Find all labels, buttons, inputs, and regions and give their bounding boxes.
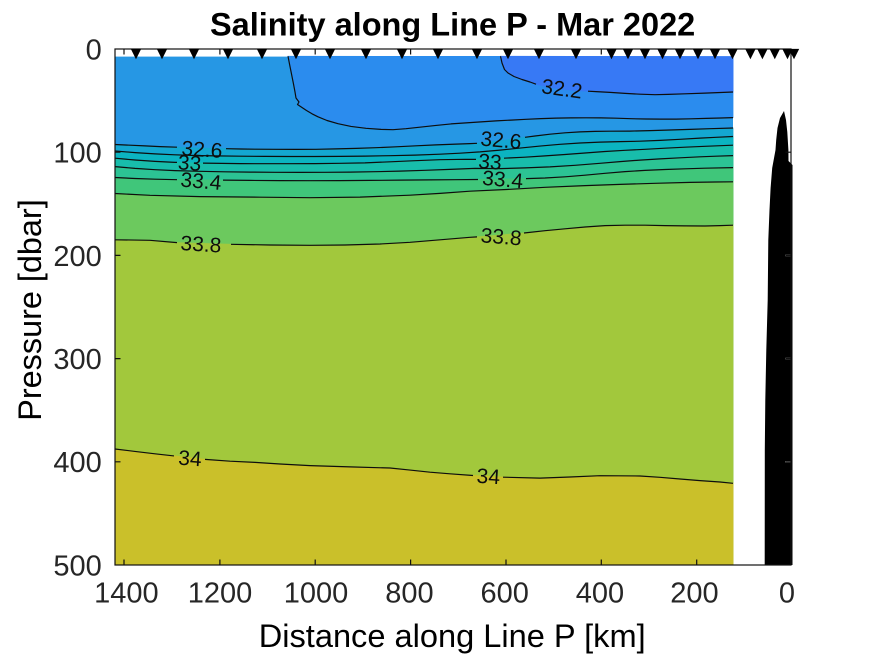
svg-text:33.8: 33.8	[180, 232, 222, 257]
svg-text:32.6: 32.6	[480, 128, 523, 154]
svg-text:0: 0	[86, 34, 102, 66]
svg-text:300: 300	[53, 344, 101, 376]
svg-text:400: 400	[576, 578, 624, 610]
svg-text:32.2: 32.2	[540, 75, 584, 103]
svg-text:200: 200	[53, 241, 101, 273]
svg-text:1000: 1000	[284, 578, 349, 610]
svg-text:Pressure [dbar]: Pressure [dbar]	[12, 199, 48, 420]
svg-text:34: 34	[177, 447, 202, 472]
svg-text:Distance along Line P [km]: Distance along Line P [km]	[259, 617, 646, 654]
svg-text:32.6: 32.6	[181, 137, 223, 163]
svg-text:800: 800	[385, 578, 433, 610]
svg-text:200: 200	[670, 578, 718, 610]
svg-text:1200: 1200	[188, 578, 253, 610]
svg-text:33.4: 33.4	[481, 167, 524, 194]
svg-text:33.4: 33.4	[180, 169, 223, 196]
svg-text:400: 400	[53, 447, 101, 479]
svg-text:33: 33	[177, 151, 202, 176]
svg-text:34: 34	[476, 465, 501, 489]
svg-text:1400: 1400	[94, 578, 159, 610]
svg-text:33.8: 33.8	[480, 224, 523, 250]
svg-text:33: 33	[477, 150, 502, 175]
svg-text:Salinity along Line P - Mar 20: Salinity along Line P - Mar 2022	[210, 7, 695, 43]
svg-text:0: 0	[779, 578, 795, 610]
svg-text:500: 500	[53, 550, 101, 582]
svg-text:100: 100	[53, 138, 101, 170]
svg-text:600: 600	[481, 578, 529, 610]
